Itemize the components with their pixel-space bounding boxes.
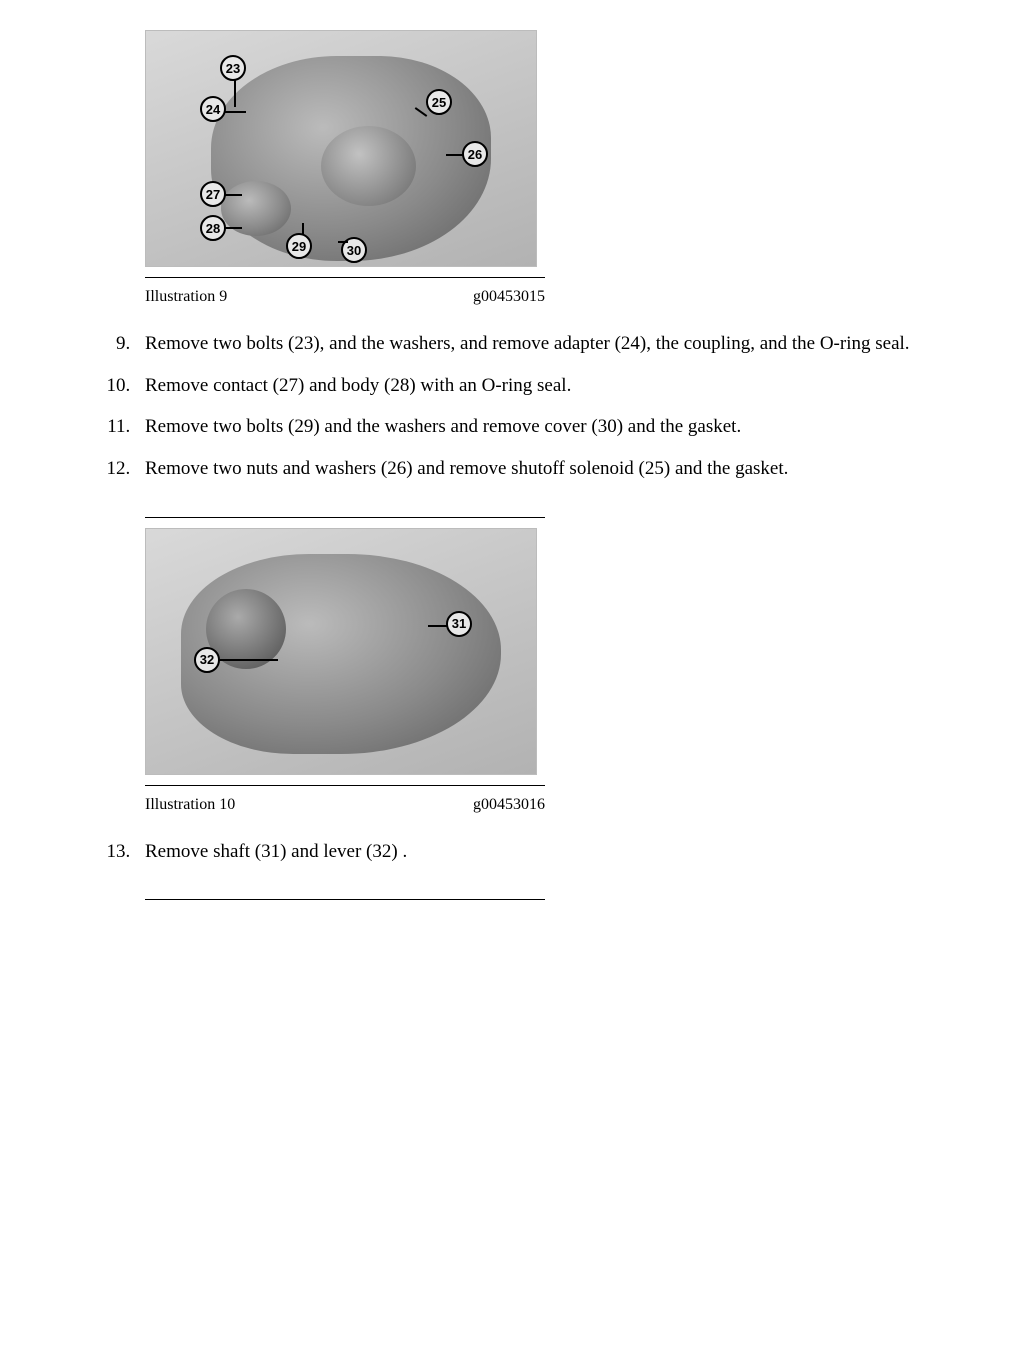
- callout-29: 29: [286, 233, 312, 259]
- figure-9-caption-right: g00453015: [473, 288, 545, 306]
- callout-28: 28: [200, 215, 226, 241]
- callout-31: 31: [446, 611, 472, 637]
- step-10: Remove contact (27) and body (28) with a…: [135, 373, 964, 399]
- figure-9-caption-left: Illustration 9: [145, 288, 227, 306]
- figure-10-caption-left: Illustration 10: [145, 796, 235, 814]
- figure-10-caption-right: g00453016: [473, 796, 545, 814]
- figure-10-rule: [145, 785, 545, 786]
- callout-25: 25: [426, 89, 452, 115]
- step-13: Remove shaft (31) and lever (32) .: [135, 839, 964, 865]
- callout-26: 26: [462, 141, 488, 167]
- step-9: Remove two bolts (23), and the washers, …: [135, 331, 964, 357]
- bottom-rule-block: [145, 899, 545, 1250]
- callout-23: 23: [220, 55, 246, 81]
- bottom-rule: [145, 899, 545, 900]
- figure-9-block: 23 24 25 26 27 28 29 30 Illustration 9 g…: [145, 30, 545, 306]
- figure-10-top-rule: [145, 517, 545, 518]
- callout-32: 32: [194, 647, 220, 673]
- callout-24: 24: [200, 96, 226, 122]
- figure-10-block: 31 32 Illustration 10 g00453016: [145, 517, 545, 814]
- figure-9-caption: Illustration 9 g00453015: [145, 288, 545, 306]
- steps-9-12: Remove two bolts (23), and the washers, …: [100, 331, 964, 482]
- steps-13: Remove shaft (31) and lever (32) .: [100, 839, 964, 865]
- step-11: Remove two bolts (29) and the washers an…: [135, 414, 964, 440]
- callout-27: 27: [200, 181, 226, 207]
- figure-10-image: 31 32: [145, 528, 537, 775]
- figure-10-caption: Illustration 10 g00453016: [145, 796, 545, 814]
- figure-9-rule: [145, 277, 545, 278]
- figure-9-image: 23 24 25 26 27 28 29 30: [145, 30, 537, 267]
- step-12: Remove two nuts and washers (26) and rem…: [135, 456, 964, 482]
